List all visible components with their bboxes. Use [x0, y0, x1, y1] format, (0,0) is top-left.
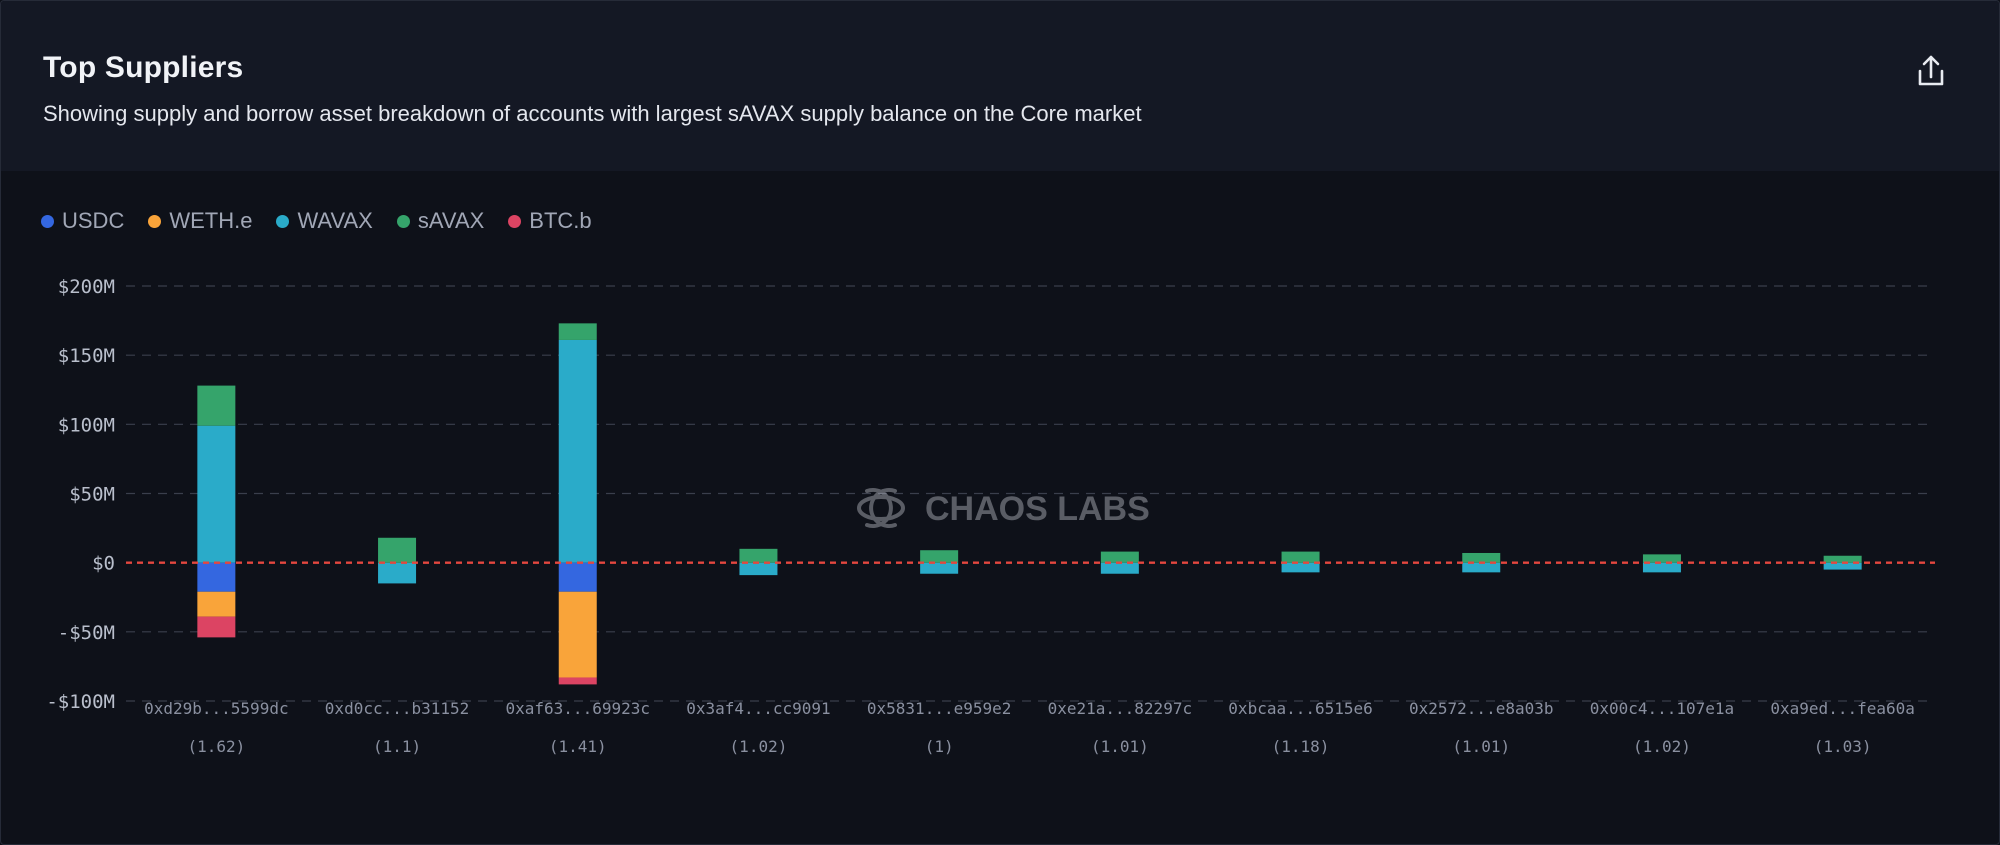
legend-dot-icon	[41, 214, 54, 228]
bar-segment-savax[interactable]	[1642, 554, 1681, 563]
legend-item-savax[interactable]: sAVAX	[396, 208, 485, 234]
y-tick-label: -$100M	[46, 691, 115, 713]
bar-segment-weth-e[interactable]	[197, 591, 236, 617]
chaos-labs-watermark: CHAOS LABS	[857, 488, 1150, 528]
bar-segment-wavax[interactable]	[1100, 562, 1139, 574]
bar-segment-savax[interactable]	[1823, 555, 1862, 563]
legend-label: USDC	[62, 208, 125, 233]
x-category-label: 0xd29b...5599dc	[144, 699, 289, 718]
bar-segment-savax[interactable]	[1100, 551, 1139, 563]
x-category-label: 0x5831...e959e2	[867, 699, 1012, 718]
bar-segment-savax[interactable]	[197, 385, 236, 426]
legend-dot-icon	[396, 214, 410, 228]
y-tick-label: $150M	[58, 345, 115, 367]
chart-legend: USDC WETH.e WAVAX sAVAX BTC.b	[41, 205, 592, 237]
x-category-label: 0x00c4...107e1a	[1590, 699, 1735, 718]
y-tick-label: $200M	[58, 276, 115, 298]
legend-label: sAVAX	[417, 208, 485, 233]
legend-label: WETH.e	[169, 208, 253, 233]
bar-segment-usdc[interactable]	[197, 562, 236, 592]
chart-subtitle: Showing supply and borrow asset breakdow…	[43, 101, 1142, 126]
x-category-label: 0xa9ed...fea60a	[1770, 699, 1915, 718]
x-category-label: 0x2572...e8a03b	[1409, 699, 1554, 718]
x-category-sublabel: (1.03)	[1814, 737, 1872, 756]
export-button[interactable]	[1911, 51, 1951, 91]
x-category-sublabel: (1.1)	[373, 737, 421, 756]
legend-item-btc-b[interactable]: BTC.b	[508, 208, 592, 234]
bar-segment-btc-b[interactable]	[558, 677, 597, 685]
x-category-sublabel: (1.18)	[1272, 737, 1330, 756]
chaos-labs-logo-icon	[857, 488, 905, 528]
bar-segment-wavax[interactable]	[1823, 562, 1862, 570]
x-category-sublabel: (1)	[925, 737, 954, 756]
legend-dot-icon	[276, 214, 290, 228]
bar-segment-wavax[interactable]	[920, 562, 959, 574]
x-category-label: 0xbcaa...6515e6	[1228, 699, 1373, 718]
share-export-icon	[1918, 55, 1944, 86]
chart-title: Top Suppliers	[43, 51, 244, 84]
x-category-sublabel: (1.01)	[1091, 737, 1149, 756]
bar-segment-usdc[interactable]	[558, 562, 597, 592]
bar-segment-wavax[interactable]	[739, 562, 778, 576]
bar-segment-wavax[interactable]	[1462, 562, 1501, 573]
bar-segment-weth-e[interactable]	[558, 591, 597, 678]
bar-segment-wavax[interactable]	[378, 562, 417, 584]
card-header: Top Suppliers Showing supply and borrow …	[1, 1, 1999, 171]
x-category-label: 0xd0cc...b31152	[325, 699, 470, 718]
bar-segment-wavax[interactable]	[558, 339, 597, 563]
bar-segment-btc-b[interactable]	[197, 616, 236, 638]
stacked-bar-chart: $200M $150M $100M $50M $0 -$50M -$100M CHAOS LA…	[46, 276, 1935, 756]
legend-item-weth-e[interactable]: WETH.e	[148, 208, 252, 234]
y-tick-label: -$50M	[58, 622, 115, 644]
x-category-label: 0x3af4...cc9091	[686, 699, 831, 718]
y-tick-label: $50M	[69, 484, 115, 506]
y-tick-label: $100M	[58, 414, 115, 436]
bar-segment-wavax[interactable]	[1281, 562, 1320, 573]
x-category-sublabel: (1.02)	[730, 737, 788, 756]
bar-segment-savax[interactable]	[739, 548, 778, 563]
x-category-sublabel: (1.62)	[187, 737, 245, 756]
legend-item-usdc[interactable]: USDC	[41, 208, 124, 234]
y-tick-label: $0	[92, 553, 115, 575]
bar-segment-savax[interactable]	[1462, 552, 1501, 563]
legend-dot-icon	[508, 214, 522, 228]
x-category-label: 0xaf63...69923c	[506, 699, 651, 718]
x-category-sublabel: (1.02)	[1633, 737, 1691, 756]
bar-segment-savax[interactable]	[378, 537, 417, 563]
bar-segment-savax[interactable]	[1281, 551, 1320, 563]
legend-label: WAVAX	[297, 208, 373, 233]
bar-segment-savax[interactable]	[920, 550, 959, 563]
legend-item-wavax[interactable]: WAVAX	[276, 208, 373, 234]
legend-dot-icon	[148, 214, 162, 228]
x-category-label: 0xe21a...82297c	[1048, 699, 1193, 718]
watermark-text: CHAOS LABS	[925, 490, 1150, 528]
bar-segment-wavax[interactable]	[1642, 562, 1681, 573]
legend-label: BTC.b	[529, 208, 592, 233]
bar-segment-savax[interactable]	[558, 323, 597, 340]
bar-segment-wavax[interactable]	[197, 425, 236, 563]
x-category-sublabel: (1.41)	[549, 737, 607, 756]
x-category-sublabel: (1.01)	[1452, 737, 1510, 756]
